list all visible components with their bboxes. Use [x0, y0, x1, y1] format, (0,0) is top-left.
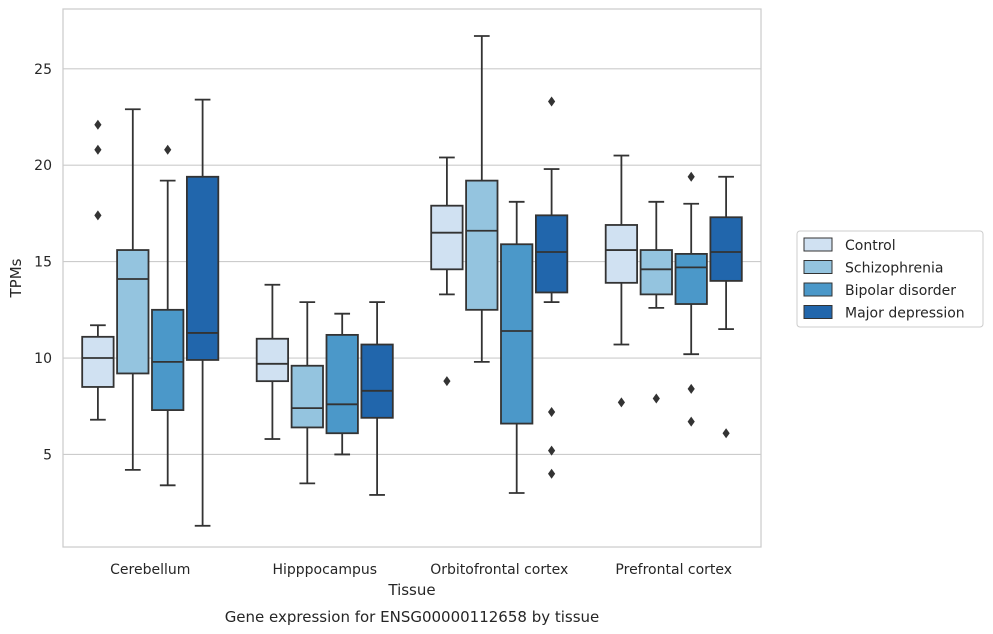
- x-tick-label: Hipppocampus: [272, 562, 377, 578]
- outlier-point: [164, 144, 172, 155]
- box: [430, 156, 464, 387]
- series-control: [81, 119, 639, 440]
- box: [709, 175, 743, 439]
- x-axis-label: Tissue: [387, 581, 435, 599]
- x-tick-labels: Cerebellum Hipppocampus Orbitofrontal cort…: [110, 562, 732, 578]
- series-bipolar-disorder: [151, 144, 708, 494]
- box-body: [185, 175, 220, 361]
- y-tick-label: 10: [34, 351, 52, 367]
- y-tick-label: 25: [34, 62, 52, 78]
- box: [674, 171, 708, 427]
- outlier-point: [94, 144, 102, 155]
- y-tick-label: 15: [34, 255, 52, 271]
- box-body: [534, 214, 569, 294]
- legend-swatch: [803, 237, 833, 252]
- box: [255, 283, 290, 440]
- box-body: [465, 179, 499, 311]
- box-body: [674, 252, 708, 305]
- box-body: [290, 364, 324, 429]
- outlier-point: [548, 96, 556, 107]
- outlier-point: [94, 119, 102, 130]
- y-axis-label: TPMs: [7, 258, 25, 298]
- plot-frame: [62, 8, 762, 548]
- box-body: [151, 308, 185, 411]
- box: [116, 108, 150, 471]
- box-body: [81, 335, 115, 388]
- legend-label: Bipolar disorder: [845, 283, 956, 299]
- box: [360, 301, 394, 496]
- box-body: [604, 224, 639, 284]
- outlier-point: [687, 383, 695, 394]
- legend-frame: [796, 230, 984, 328]
- box-body: [500, 243, 534, 425]
- legend-label: Major depression: [845, 306, 965, 322]
- y-tick-labels: 5 10 15 20 25: [34, 62, 52, 464]
- outlier-point: [548, 445, 556, 456]
- box-body: [639, 249, 673, 296]
- y-tick-label: 5: [43, 447, 52, 463]
- x-tick-label: Prefrontal cortex: [615, 562, 732, 578]
- legend: Control Schizophrenia Bipolar disorder Majo…: [796, 230, 984, 328]
- box-body: [360, 343, 394, 419]
- box: [185, 98, 220, 527]
- legend-swatch: [803, 282, 833, 297]
- outlier-point: [652, 393, 660, 404]
- box: [325, 312, 359, 456]
- box: [534, 96, 569, 479]
- outlier-point: [617, 397, 625, 408]
- series-schizophrenia: [116, 35, 673, 485]
- outlier-point: [443, 376, 451, 387]
- box: [81, 119, 115, 421]
- box: [500, 200, 534, 494]
- box-series: [81, 35, 743, 527]
- outlier-point: [687, 416, 695, 427]
- box-body: [255, 337, 290, 383]
- figure-caption: Gene expression for ENSG00000112658 by t…: [225, 608, 600, 626]
- box: [290, 301, 324, 485]
- box-body: [116, 249, 150, 375]
- box-body: [709, 216, 743, 282]
- x-tick-label: Orbitofrontal cortex: [430, 562, 568, 578]
- box: [604, 154, 639, 408]
- outlier-point: [94, 210, 102, 221]
- y-tick-label: 20: [34, 158, 52, 174]
- outlier-point: [548, 468, 556, 479]
- box: [639, 200, 673, 404]
- outlier-point: [722, 428, 730, 439]
- series-major-depression: [185, 96, 743, 527]
- outlier-point: [548, 407, 556, 418]
- box-body: [325, 333, 359, 435]
- box: [151, 144, 185, 487]
- legend-label: Schizophrenia: [845, 261, 943, 277]
- legend-label: Control: [845, 238, 896, 254]
- x-tick-label: Cerebellum: [110, 562, 190, 578]
- box: [465, 35, 499, 363]
- legend-swatch: [803, 260, 833, 274]
- outlier-point: [687, 171, 695, 182]
- box-body: [430, 204, 464, 271]
- legend-swatch: [803, 305, 833, 319]
